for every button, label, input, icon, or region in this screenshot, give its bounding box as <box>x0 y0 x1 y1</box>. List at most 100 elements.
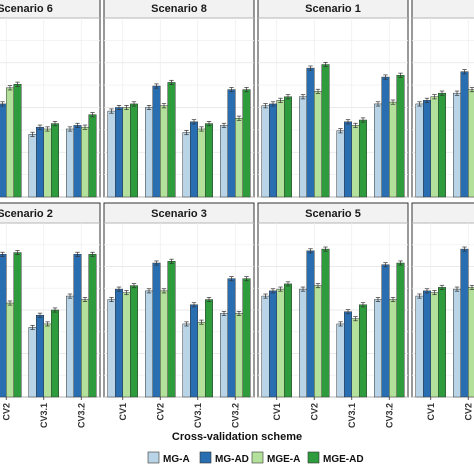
error-bar <box>184 130 189 136</box>
error-bar <box>454 286 460 292</box>
error-bar <box>82 297 88 302</box>
legend-swatch <box>251 451 264 464</box>
error-bar <box>323 246 328 252</box>
bar-mg-a-cv1 <box>261 105 270 198</box>
bar-mg-ad-cv3.1 <box>36 314 44 398</box>
bar-mg-ad-cv1 <box>115 288 123 398</box>
error-bar <box>199 319 204 325</box>
error-bar <box>338 321 343 327</box>
bar-mge-ad-cv3.2 <box>242 278 251 398</box>
legend-label: MGE-A <box>267 454 300 465</box>
error-bar <box>221 122 227 128</box>
error-bar <box>285 281 291 287</box>
error-bar <box>315 88 321 94</box>
bar-mge-ad-cv2 <box>167 261 176 398</box>
panels-layer: Scenario 6 Scenario 8 Scenario 1 Scenario 2… <box>0 0 474 428</box>
error-bar <box>353 316 358 322</box>
bar-mge-a-cv1 <box>276 288 285 398</box>
bar-mg-ad-cv2 <box>0 103 7 198</box>
bar-mge-a-cv3.2 <box>81 126 89 198</box>
error-bar <box>146 288 152 294</box>
panel-4 <box>411 0 474 198</box>
bar-mg-a-cv3.1 <box>182 132 191 198</box>
bar-mg-ad-cv2 <box>152 262 161 398</box>
error-bar <box>236 115 242 121</box>
error-bar <box>353 122 358 128</box>
bar-mge-ad-cv2 <box>321 64 330 198</box>
bar-mge-ad-cv2 <box>321 248 330 398</box>
error-bar <box>462 246 467 252</box>
error-bar <box>360 117 366 123</box>
error-bar <box>7 300 13 306</box>
error-bar <box>439 90 445 96</box>
error-bar <box>263 293 268 299</box>
error-bar <box>199 126 204 132</box>
x-tick-label: CV2 <box>1 403 11 421</box>
bar-mge-a-cv2 <box>160 290 168 398</box>
error-bar <box>75 251 80 257</box>
error-bar <box>360 302 366 308</box>
bar-mge-ad-cv3.2 <box>88 254 97 398</box>
error-bar <box>398 260 403 266</box>
error-bar <box>308 248 313 254</box>
error-bar <box>424 97 430 103</box>
bar-mge-a-cv3.2 <box>81 299 89 398</box>
error-bar <box>7 85 13 91</box>
bar-mg-ad-cv3.2 <box>227 89 236 198</box>
x-axis-title: Cross-validation scheme <box>172 431 302 443</box>
bar-mg-ad-cv1 <box>423 100 431 198</box>
panel-2: Scenario 8 <box>103 0 255 198</box>
panel-strip <box>411 0 474 19</box>
bar-mg-a-cv2 <box>299 96 307 198</box>
legend-item-mge-ad: MGE-AD <box>307 451 364 465</box>
x-tick-label: CV3.1 <box>193 403 203 428</box>
bar-mge-a-cv2 <box>468 287 474 398</box>
error-bar <box>345 309 351 315</box>
error-bar <box>82 124 88 130</box>
panel-title: Scenario 1 <box>305 3 361 15</box>
x-tick-label: CV3.1 <box>39 403 49 428</box>
bar-mg-a-cv3.2 <box>220 313 228 398</box>
x-tick-label: CV2 <box>463 403 473 421</box>
legend-item-mg-a: MG-A <box>147 451 190 465</box>
bar-mge-ad-cv3.1 <box>359 119 367 198</box>
error-bar <box>154 260 159 266</box>
bar-mg-a-cv2 <box>299 288 307 398</box>
error-bar <box>90 251 95 257</box>
error-bar <box>323 62 328 68</box>
bar-mg-a-cv1 <box>107 299 116 398</box>
error-bar <box>75 122 80 128</box>
error-bar <box>184 321 189 327</box>
bar-mg-ad-cv1 <box>269 290 277 398</box>
bar-mge-a-cv3.1 <box>43 323 52 398</box>
bar-mg-a-cv3.1 <box>28 134 37 198</box>
error-bar <box>417 293 422 299</box>
bar-mge-ad-cv1 <box>130 103 138 198</box>
error-bar <box>285 94 291 100</box>
bar-mge-ad-cv3.1 <box>205 299 213 398</box>
error-bar <box>244 87 249 93</box>
error-bar <box>398 72 403 78</box>
bar-mg-a-cv1 <box>107 110 116 198</box>
bar-mge-a-cv3.1 <box>351 318 360 398</box>
error-bar <box>390 99 396 105</box>
bar-mg-a-cv1 <box>261 295 270 398</box>
error-bar <box>52 121 58 127</box>
error-bar <box>0 251 5 257</box>
error-bar <box>383 74 388 80</box>
bar-mge-ad-cv2 <box>13 252 22 398</box>
x-tick-label: CV2 <box>309 403 319 421</box>
bar-mge-a-cv3.2 <box>389 299 397 398</box>
error-bar <box>124 105 129 110</box>
bar-mge-ad-cv1 <box>438 287 446 398</box>
x-tick-label: CV1 <box>272 403 282 421</box>
bar-mg-a-cv3.2 <box>220 125 228 198</box>
bar-mge-ad-cv1 <box>284 96 292 198</box>
error-bar <box>221 311 227 316</box>
bar-mge-a-cv3.1 <box>351 125 360 198</box>
bar-mg-ad-cv3.2 <box>381 76 390 198</box>
panel-1: Scenario 6 <box>0 0 101 198</box>
bar-mg-ad-cv3.1 <box>344 311 352 398</box>
bar-mge-ad-cv1 <box>130 285 138 398</box>
